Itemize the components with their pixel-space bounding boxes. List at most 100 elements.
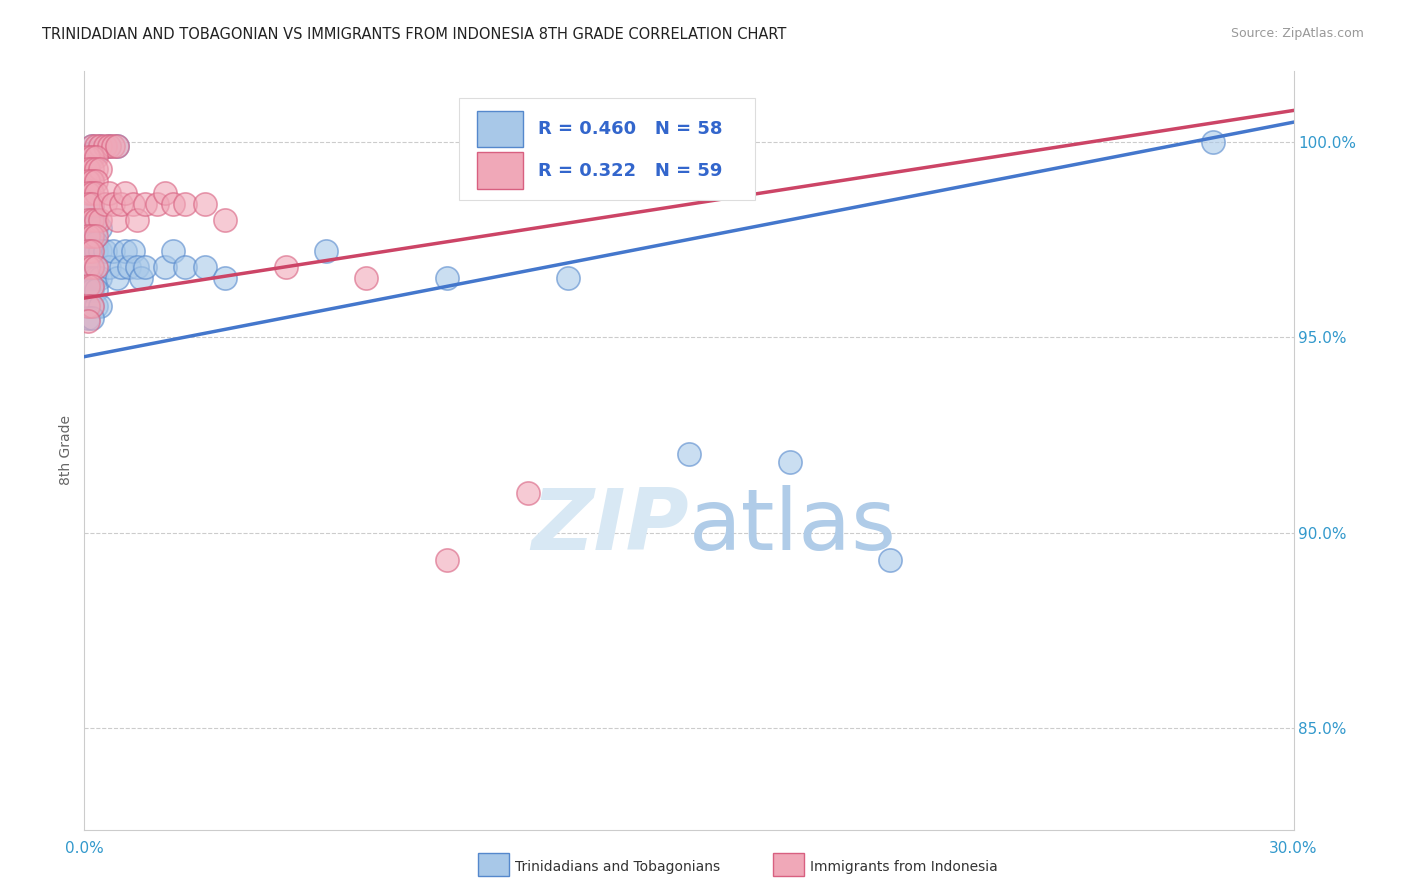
Point: [86, 271, 108, 285]
Point: [82, 174, 104, 188]
Point: [77, 220, 100, 235]
Point: [82, 283, 104, 297]
Point: [174, 197, 197, 211]
Point: [86, 228, 108, 243]
Point: [82, 299, 104, 313]
Text: R = 0.460   N = 58: R = 0.460 N = 58: [538, 120, 723, 138]
Point: [86, 186, 108, 200]
Point: [1202, 135, 1225, 149]
Point: [89, 244, 111, 259]
Point: [356, 271, 378, 285]
Point: [82, 220, 104, 235]
Point: [101, 138, 124, 153]
Point: [214, 212, 236, 227]
Point: [82, 162, 104, 177]
Point: [153, 260, 176, 274]
Point: [89, 271, 111, 285]
Point: [105, 138, 128, 153]
Point: [82, 212, 104, 227]
Point: [214, 271, 236, 285]
Point: [82, 138, 104, 153]
Point: [93, 244, 115, 259]
Point: [436, 553, 458, 567]
Text: 0.0%: 0.0%: [65, 841, 104, 856]
Point: [153, 186, 176, 200]
Point: [86, 138, 108, 153]
Point: [77, 299, 100, 313]
Point: [86, 283, 108, 297]
Point: [89, 212, 111, 227]
Point: [82, 310, 104, 325]
Point: [101, 244, 124, 259]
Point: [86, 244, 108, 259]
Point: [77, 260, 100, 274]
Point: [194, 260, 217, 274]
Point: [86, 146, 108, 161]
Point: [82, 146, 104, 161]
Point: [86, 150, 108, 164]
Point: [496, 174, 519, 188]
Point: [105, 212, 128, 227]
Point: [86, 162, 108, 177]
Point: [174, 260, 197, 274]
Point: [82, 201, 104, 215]
Point: [77, 236, 100, 251]
Point: [77, 283, 100, 297]
Point: [89, 138, 111, 153]
Point: [77, 299, 100, 313]
Point: [77, 310, 100, 325]
Point: [86, 212, 108, 227]
Point: [82, 244, 104, 259]
Point: [77, 162, 100, 177]
Point: [77, 186, 100, 200]
Text: R = 0.322   N = 59: R = 0.322 N = 59: [538, 161, 723, 179]
Bar: [478, 111, 523, 147]
Point: [77, 271, 100, 285]
FancyBboxPatch shape: [460, 98, 755, 201]
Text: 30.0%: 30.0%: [1270, 841, 1317, 856]
Point: [93, 138, 115, 153]
Point: [105, 138, 128, 153]
Point: [77, 244, 100, 259]
Point: [77, 174, 100, 188]
Point: [82, 260, 104, 274]
Point: [121, 244, 143, 259]
Point: [89, 220, 111, 235]
Point: [101, 197, 124, 211]
Point: [82, 299, 104, 313]
Point: [77, 244, 100, 259]
Point: [146, 197, 169, 211]
Point: [86, 299, 108, 313]
Point: [86, 220, 108, 235]
Point: [678, 447, 700, 461]
Point: [86, 260, 108, 274]
Point: [77, 314, 100, 328]
Point: [86, 260, 108, 274]
Point: [82, 138, 104, 153]
Point: [134, 197, 156, 211]
Point: [162, 197, 184, 211]
Point: [77, 260, 100, 274]
Point: [77, 279, 100, 293]
Point: [97, 186, 120, 200]
Point: [82, 197, 104, 211]
Point: [315, 244, 337, 259]
Text: TRINIDADIAN AND TOBAGONIAN VS IMMIGRANTS FROM INDONESIA 8TH GRADE CORRELATION CH: TRINIDADIAN AND TOBAGONIAN VS IMMIGRANTS…: [42, 27, 786, 42]
Point: [77, 150, 100, 164]
Point: [557, 271, 579, 285]
Point: [194, 197, 217, 211]
Point: [879, 553, 901, 567]
Text: atlas: atlas: [689, 484, 897, 568]
Point: [93, 197, 115, 211]
Point: [89, 299, 111, 313]
Text: Trinidadians and Tobagonians: Trinidadians and Tobagonians: [515, 860, 720, 874]
Point: [86, 174, 108, 188]
Point: [97, 138, 120, 153]
Point: [274, 260, 297, 274]
Point: [105, 271, 128, 285]
Point: [162, 244, 184, 259]
Point: [82, 186, 104, 200]
Point: [125, 212, 148, 227]
Point: [82, 271, 104, 285]
Point: [86, 236, 108, 251]
